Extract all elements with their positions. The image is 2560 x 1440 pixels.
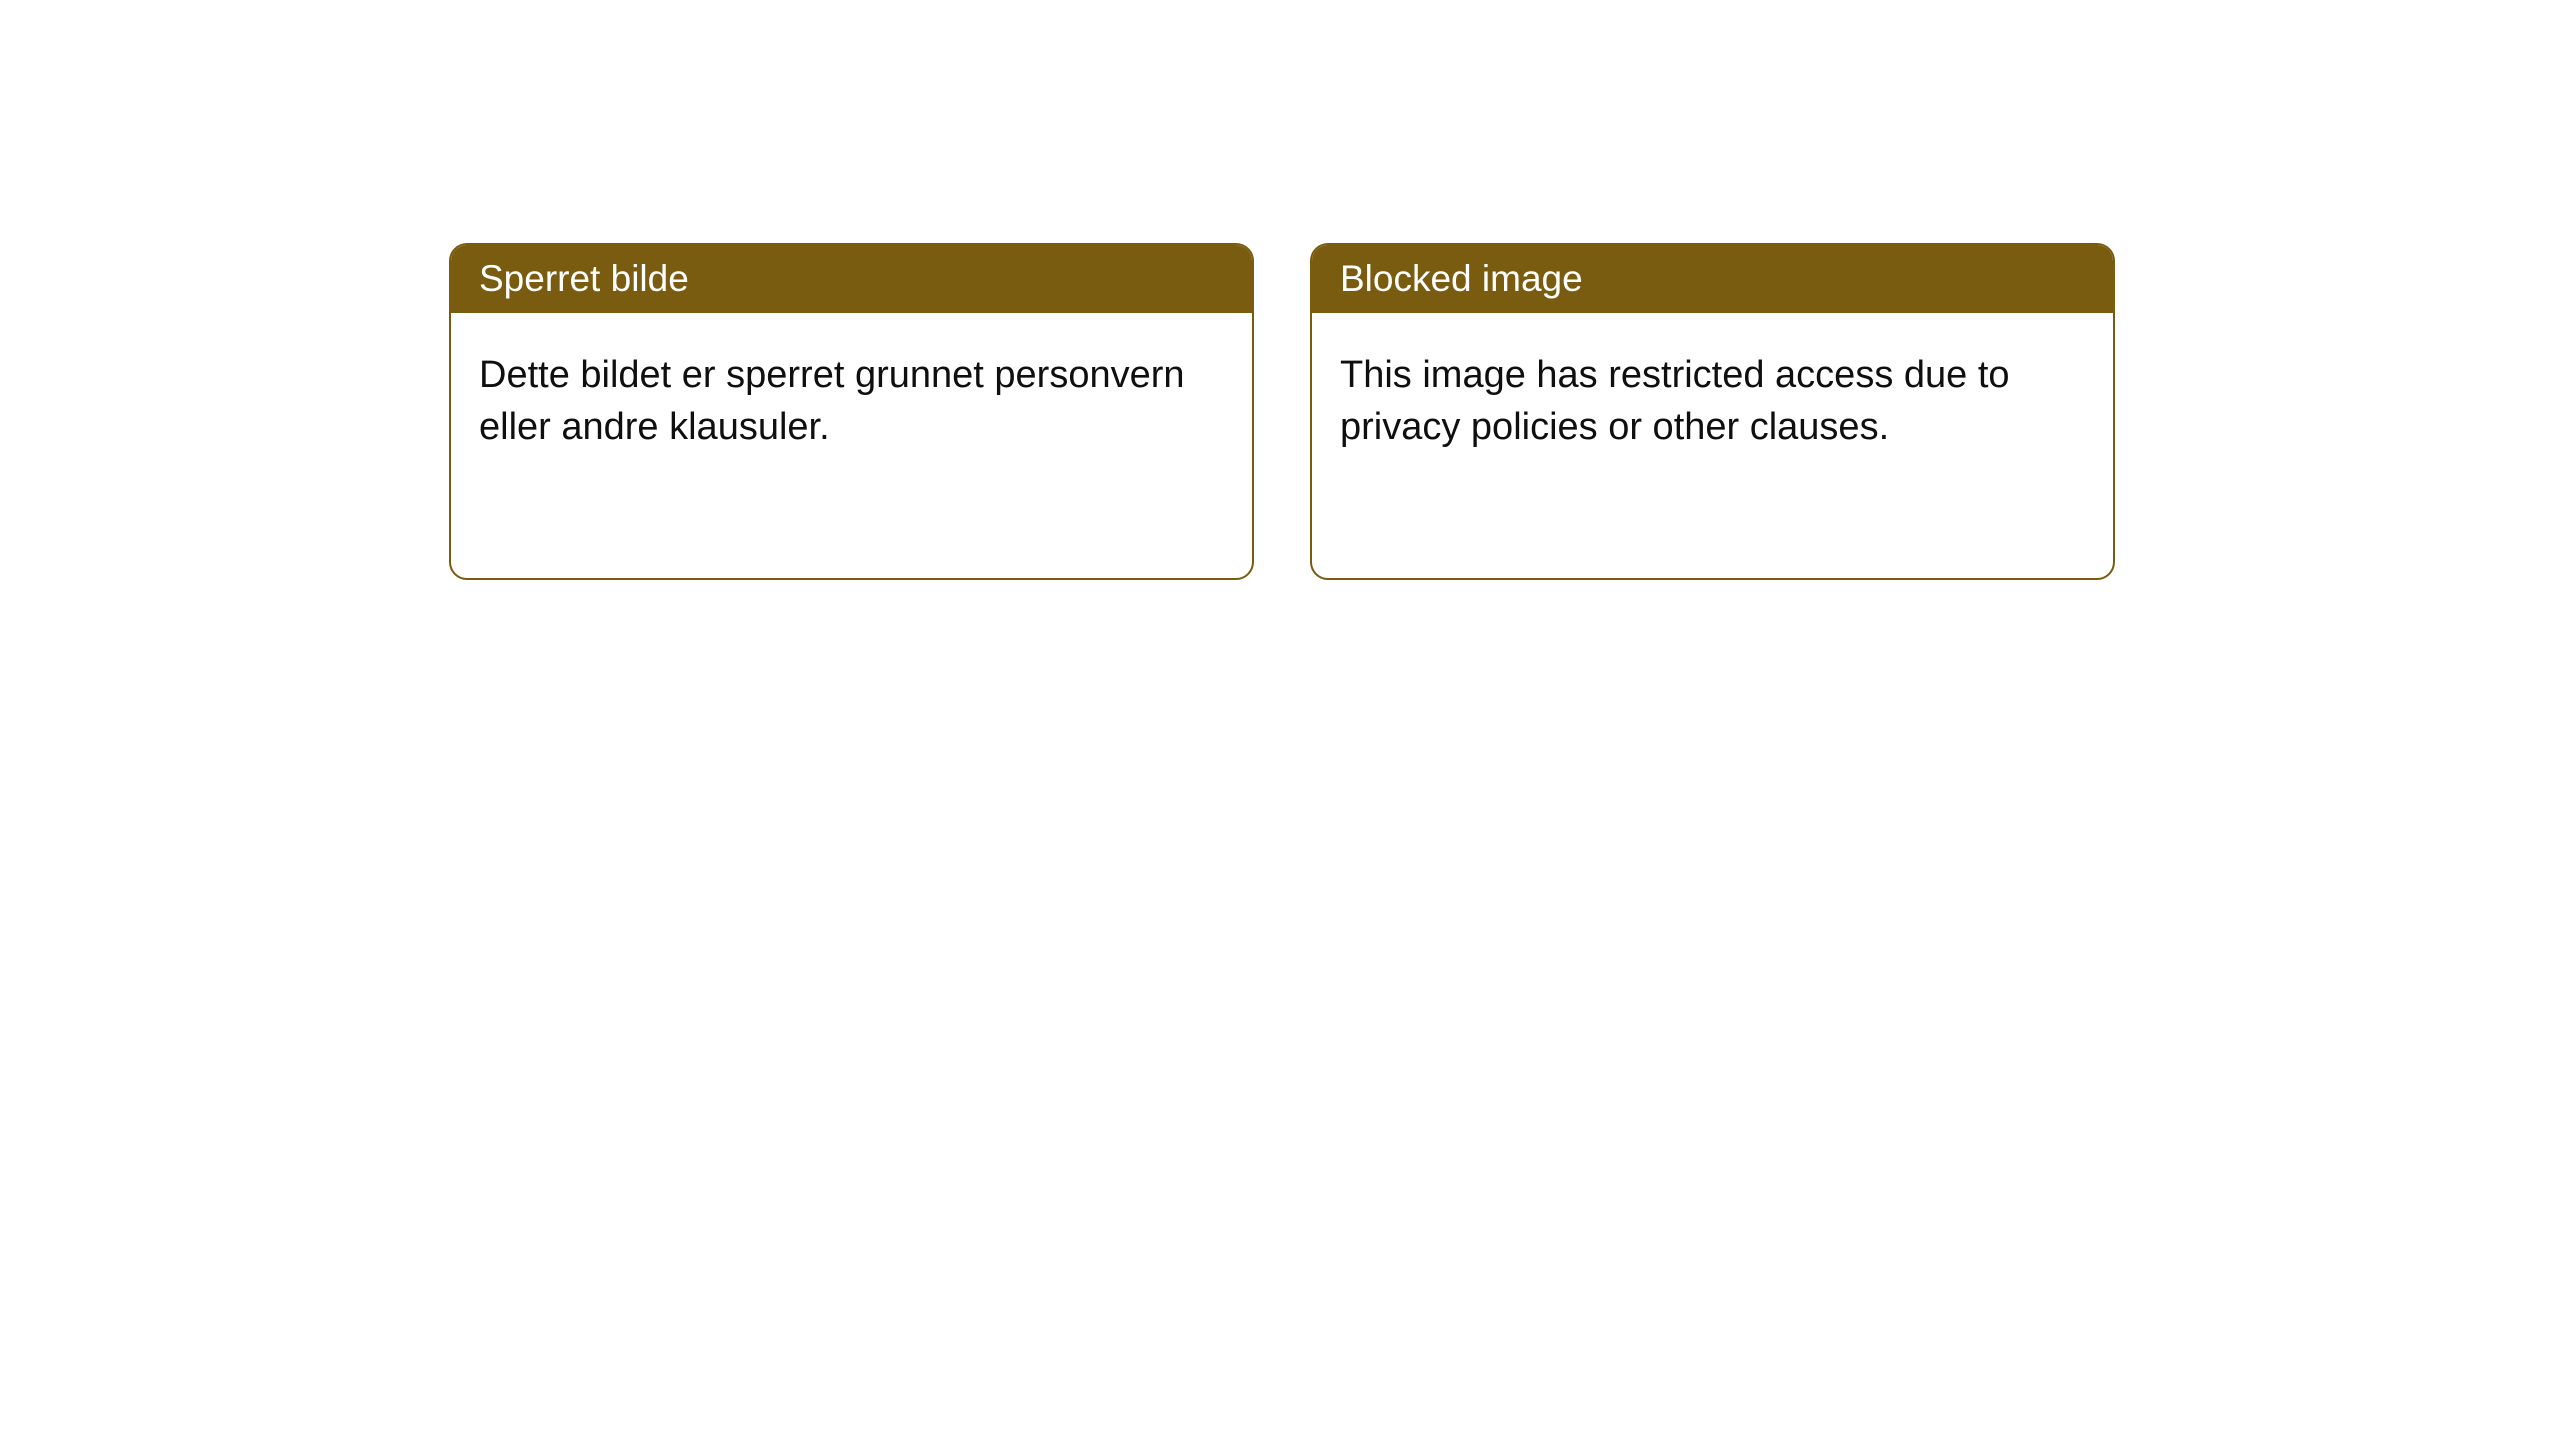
panels-container: Sperret bilde Dette bildet er sperret gr… <box>0 0 2560 580</box>
blocked-image-panel-en: Blocked image This image has restricted … <box>1310 243 2115 580</box>
panel-body-en: This image has restricted access due to … <box>1312 313 2113 578</box>
panel-header-en: Blocked image <box>1312 245 2113 313</box>
blocked-image-panel-no: Sperret bilde Dette bildet er sperret gr… <box>449 243 1254 580</box>
panel-body-no: Dette bildet er sperret grunnet personve… <box>451 313 1252 578</box>
panel-header-no: Sperret bilde <box>451 245 1252 313</box>
